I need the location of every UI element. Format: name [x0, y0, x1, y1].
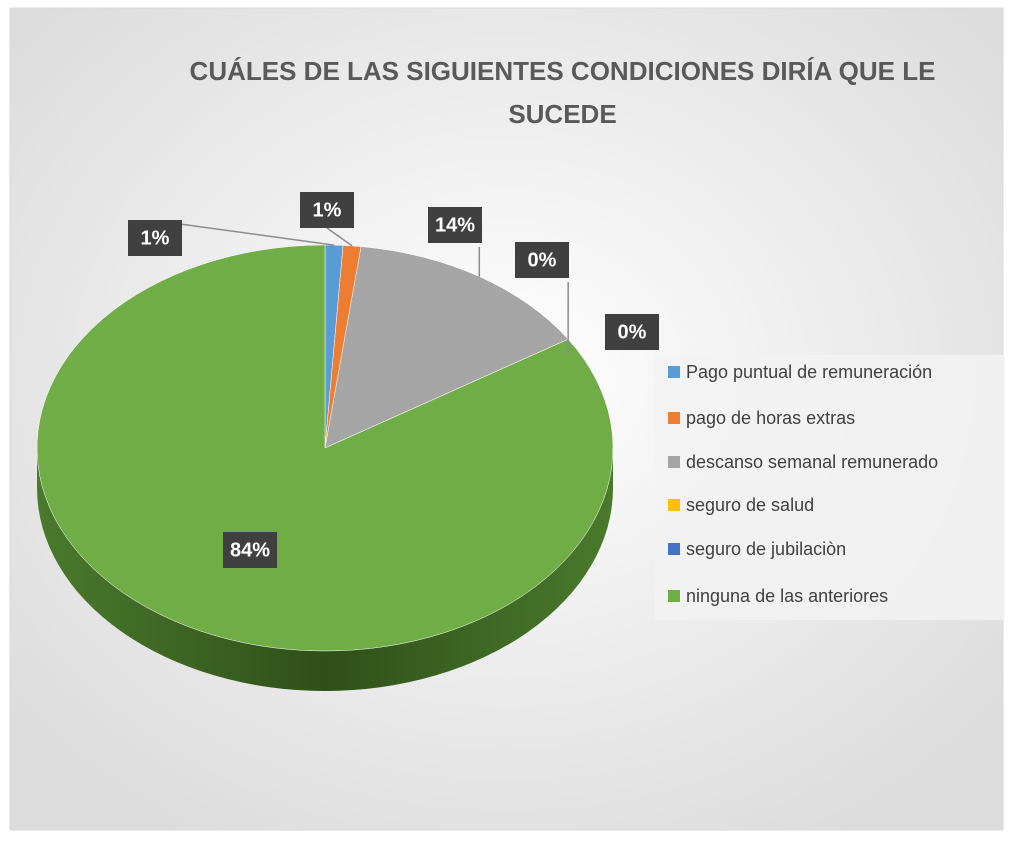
data-label: 1%	[313, 199, 342, 221]
legend-label: seguro de salud	[686, 495, 814, 515]
legend-swatch	[668, 499, 680, 511]
label-box	[300, 192, 354, 228]
legend-label: pago de horas extras	[686, 408, 855, 428]
label-box	[605, 314, 659, 350]
legend-swatch	[668, 543, 680, 555]
leader-line	[179, 223, 335, 246]
data-label: 84%	[230, 539, 270, 561]
legend-items: Pago puntual de remuneración pago de hora…	[668, 362, 938, 606]
pie-slice	[36, 244, 614, 652]
data-label: 14%	[435, 214, 475, 236]
legend-swatch	[668, 590, 680, 602]
data-label: 1%	[141, 227, 170, 249]
legend-label: ninguna de las anteriores	[686, 586, 888, 606]
chart-title: CUÁLES DE LAS SIGUIENTES CONDICIONES DIR…	[189, 56, 936, 129]
legend-swatch	[668, 456, 680, 468]
legend-swatch	[668, 366, 680, 378]
data-labels: 1% 1% 14% 0% 0% 84%	[128, 192, 659, 568]
legend-label: Pago puntual de remuneración	[686, 362, 932, 382]
legend	[655, 355, 1003, 620]
pie	[36, 244, 614, 691]
legend-swatch	[668, 412, 680, 424]
legend-label: descanso semanal remunerado	[686, 452, 938, 472]
label-box	[223, 532, 277, 568]
leader-line	[326, 227, 353, 247]
pie-side	[37, 448, 613, 691]
pie-slice	[324, 246, 569, 449]
label-box	[428, 207, 482, 243]
label-box	[128, 220, 182, 256]
label-box	[515, 242, 569, 278]
data-label: 0%	[528, 249, 557, 271]
legend-label: seguro de jubilaciòn	[686, 539, 846, 559]
data-label: 0%	[618, 321, 647, 343]
